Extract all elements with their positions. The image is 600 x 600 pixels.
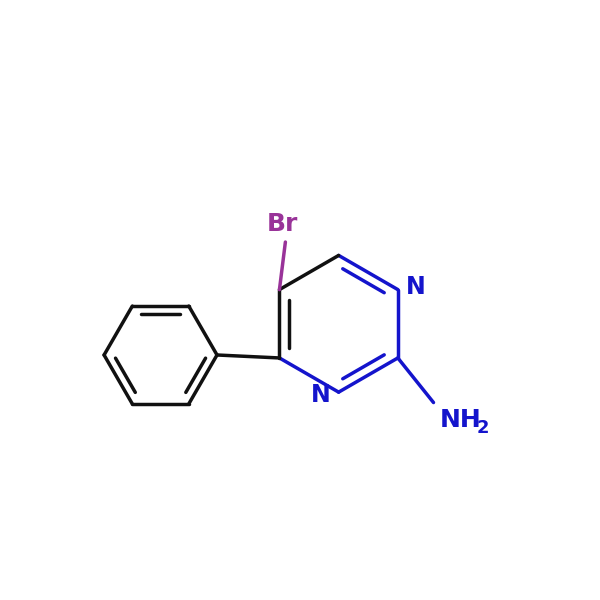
Text: 2: 2 [476,419,489,437]
Text: NH: NH [439,409,481,433]
Text: Br: Br [267,212,298,236]
Text: N: N [406,275,425,299]
Text: N: N [311,383,331,407]
